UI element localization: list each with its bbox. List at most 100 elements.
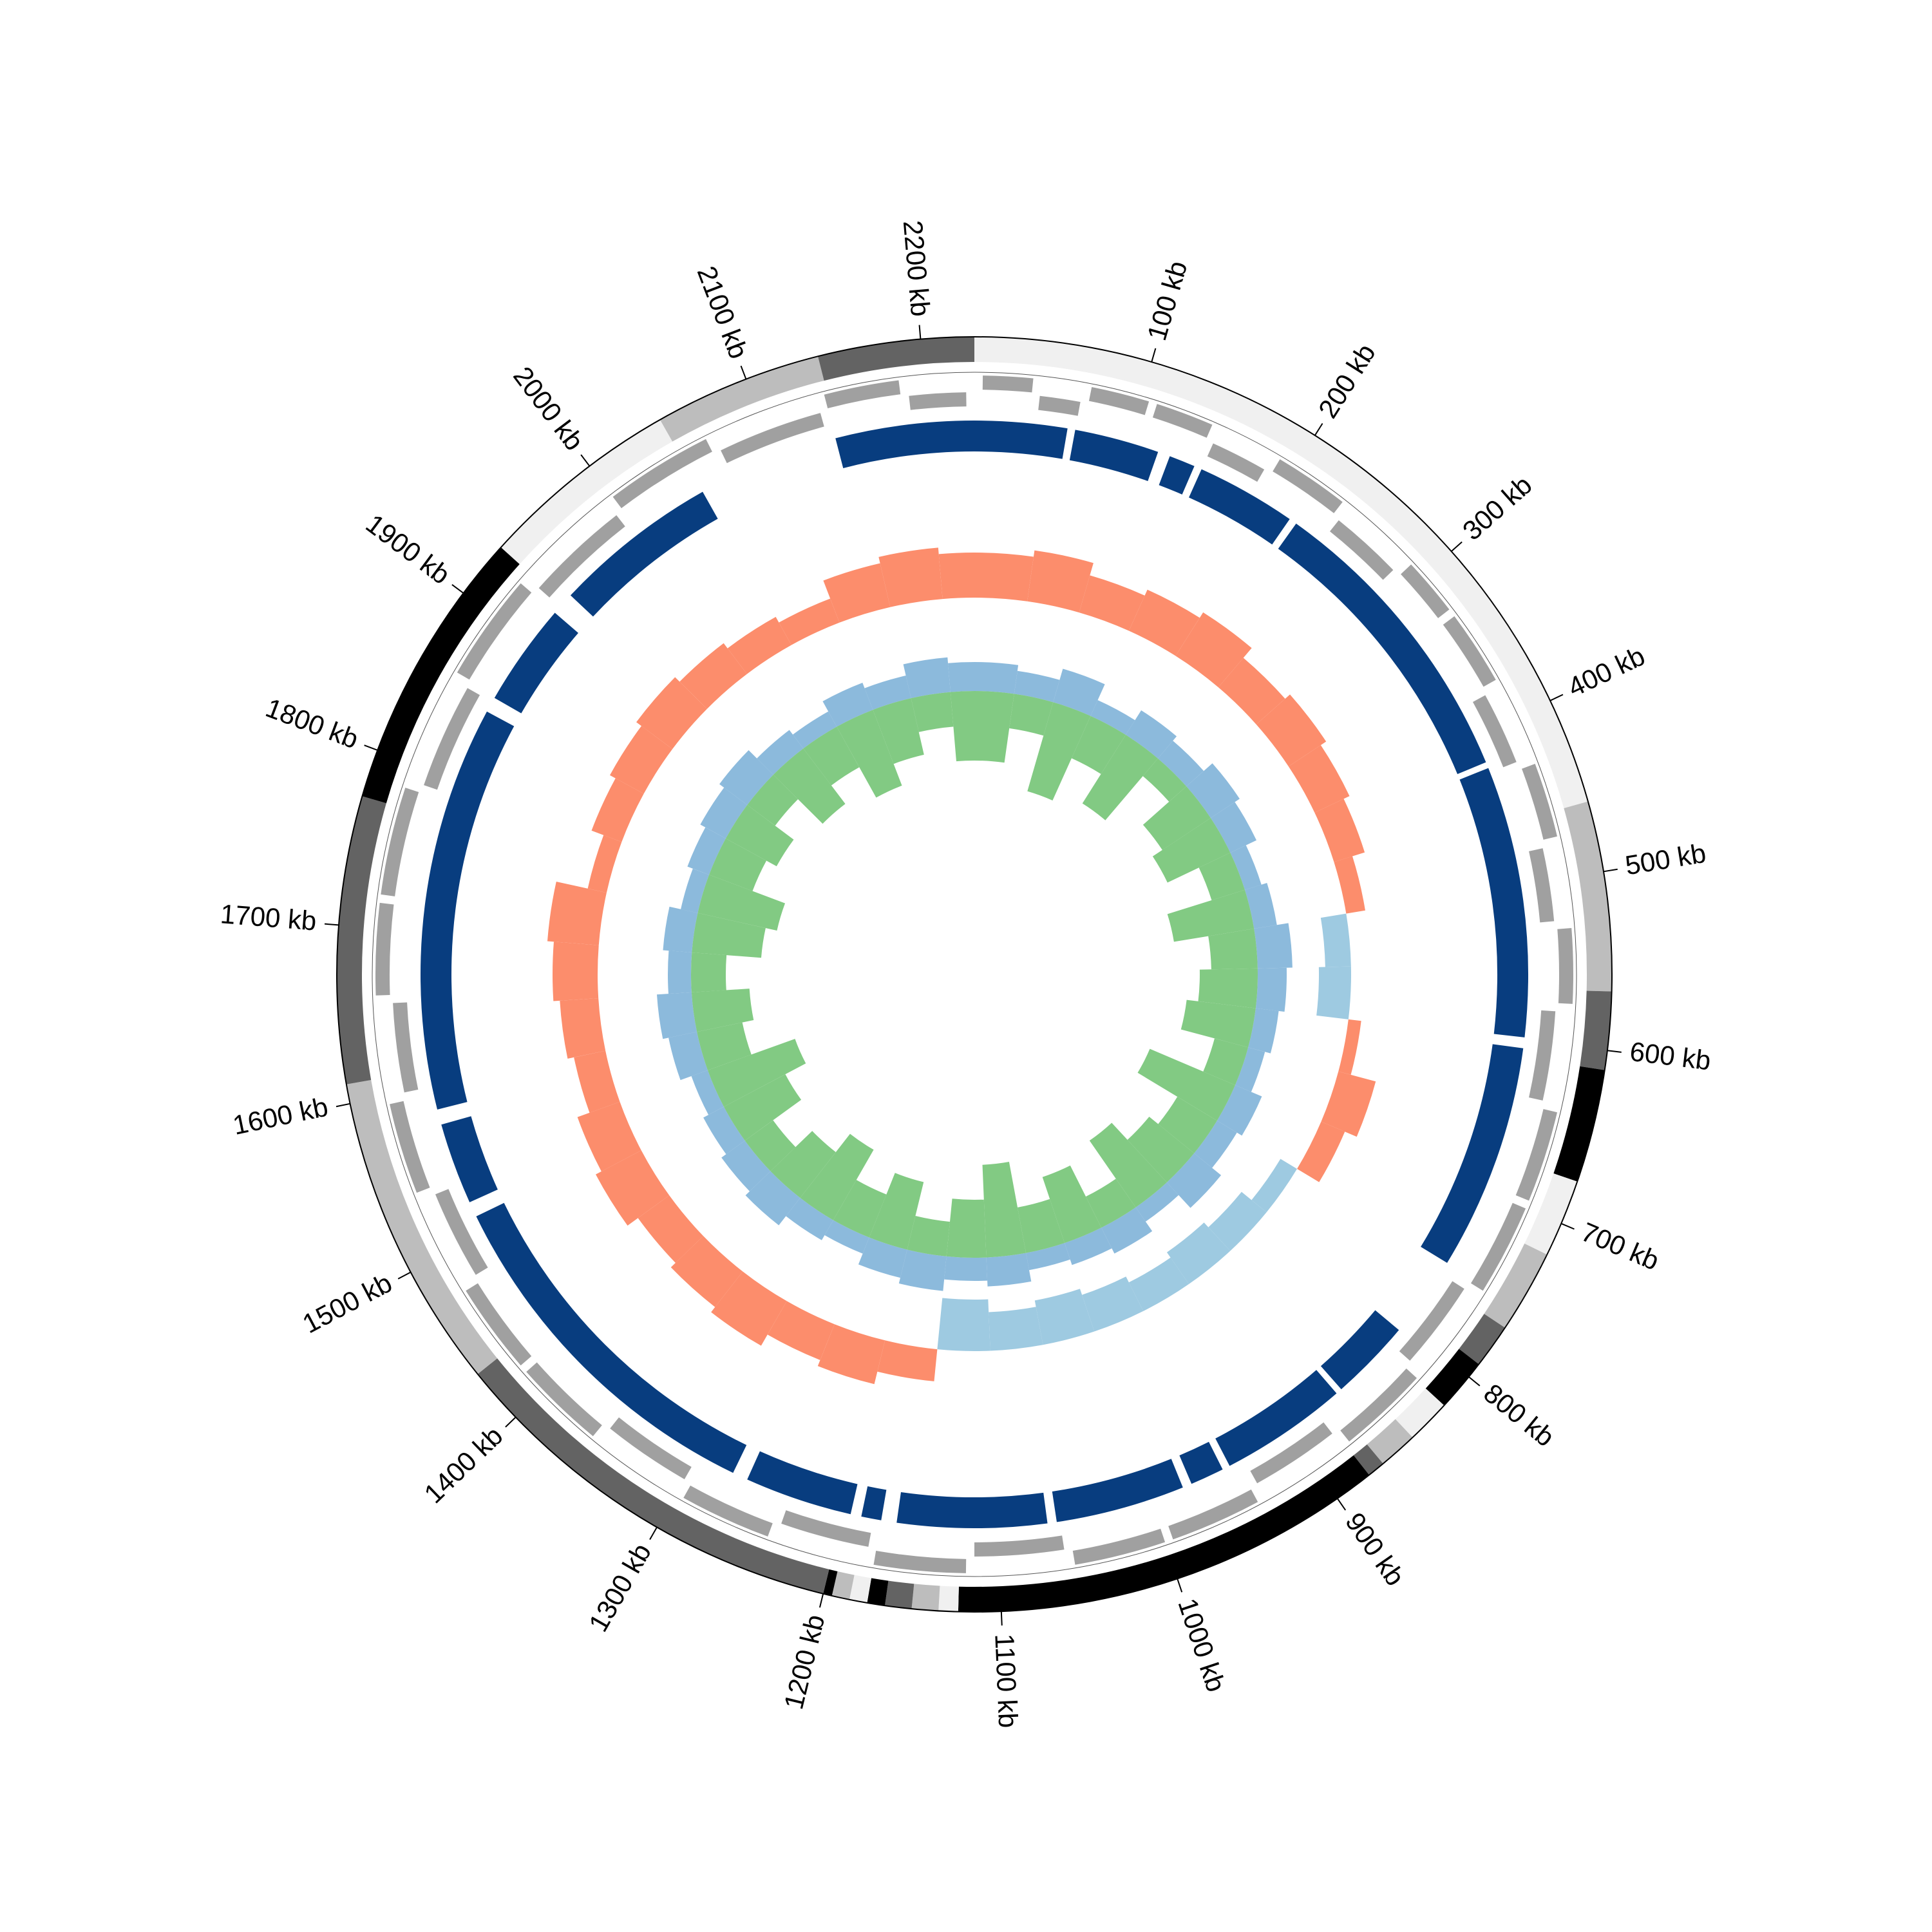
alignment-block <box>1052 1459 1183 1522</box>
gc-skew-bar <box>1248 1008 1279 1054</box>
gc-content-bar <box>767 1301 835 1360</box>
tick-label: 900 kb <box>1340 1507 1410 1591</box>
gc-content-bar <box>877 1340 938 1381</box>
gene <box>435 1189 488 1275</box>
gc-content-bar <box>587 835 622 893</box>
tick-label: 2100 kb <box>692 262 754 363</box>
gc-content-bar <box>574 1050 620 1113</box>
gc-skew-bar <box>692 913 766 958</box>
gene <box>610 1417 692 1479</box>
tick-label: 1000 kb <box>1172 1595 1231 1696</box>
gc-skew-bar <box>800 1133 874 1220</box>
contig-segment <box>911 1584 940 1611</box>
gc-content-bar <box>974 553 1034 601</box>
gc-skew-bar <box>687 827 726 875</box>
alignment-block <box>1278 523 1486 774</box>
gc-content-bar <box>1297 1121 1345 1182</box>
gc-content-bar <box>1251 1159 1298 1213</box>
gc-content-bar <box>1166 1222 1231 1284</box>
gene <box>873 1551 967 1573</box>
contig-segment <box>884 1580 914 1609</box>
contig-segment <box>1564 801 1612 992</box>
gc-skew-bar <box>911 692 954 732</box>
contig-segment <box>500 419 673 564</box>
gc-skew-bar <box>1071 715 1126 774</box>
contig-segment <box>823 1569 838 1596</box>
gc-skew-bar <box>707 1039 806 1107</box>
tick-mark <box>364 744 378 751</box>
gc-skew-bar <box>1230 845 1262 890</box>
tick-label: 300 kb <box>1457 469 1538 546</box>
ring-outline <box>372 372 1577 1577</box>
contig-segment <box>1367 1419 1413 1464</box>
gc-content-bar <box>1288 745 1350 813</box>
gc-skew-bar <box>986 1253 1032 1287</box>
gene <box>1168 1489 1258 1540</box>
gene <box>381 788 419 896</box>
gc-skew-bar <box>723 1074 802 1141</box>
contig-segment <box>938 1586 959 1612</box>
gc-skew-bar <box>950 691 974 762</box>
gc-skew-bar <box>1194 1121 1237 1168</box>
gc-content-bar <box>577 1101 641 1171</box>
gc-skew-bar <box>1186 763 1240 819</box>
gene <box>526 1362 602 1437</box>
gc-skew-bar <box>822 683 873 727</box>
tick-label: 1800 kb <box>261 692 362 755</box>
gc-skew-bar <box>697 875 786 931</box>
gc-skew-bar <box>974 691 1014 763</box>
gc-skew-bar <box>1027 702 1091 801</box>
gc-skew-bar <box>1203 1038 1249 1085</box>
gc-skew-bar <box>837 710 902 798</box>
tick-label: 700 kb <box>1577 1217 1663 1276</box>
alignment-block <box>1421 1044 1524 1264</box>
gc-content-bar <box>1034 1289 1095 1345</box>
gc-skew-bar <box>974 662 1019 694</box>
contig-segment <box>1524 1173 1578 1255</box>
gc-skew-bar <box>1208 929 1258 970</box>
gc-skew-bar <box>1244 883 1277 929</box>
gc-skew-bar <box>697 1022 752 1070</box>
contig-segment <box>477 1358 829 1594</box>
contig-segment <box>337 796 386 1084</box>
gene <box>781 1510 871 1547</box>
gene <box>466 1283 532 1366</box>
gc-skew-bar <box>700 787 748 839</box>
tick-mark <box>1468 1376 1481 1387</box>
gene <box>683 1485 773 1537</box>
gene <box>375 902 394 996</box>
gc-skew-bar <box>1053 668 1105 716</box>
gene <box>1515 1109 1557 1201</box>
gc-skew-bar <box>1082 735 1158 820</box>
gc-content-bar <box>1321 1071 1376 1137</box>
alignment-block <box>1320 1310 1399 1390</box>
gc-skew-bar <box>982 1162 1027 1258</box>
gc-skew-bar <box>1135 1182 1179 1222</box>
gc-skew-bar <box>1065 1227 1112 1265</box>
contig-segment <box>958 1455 1370 1612</box>
gc-skew-bar <box>1167 889 1255 942</box>
gc-skew-bar <box>744 1120 796 1171</box>
gc-content-bar <box>591 778 644 842</box>
tick-mark <box>397 1271 412 1280</box>
gc-content-bar <box>636 677 707 750</box>
alignment-block <box>861 1486 887 1520</box>
tick-label: 1200 kb <box>778 1611 830 1712</box>
tick-label: 200 kb <box>1312 338 1381 423</box>
gc-skew-bar <box>1137 1048 1236 1121</box>
gc-skew-bar <box>721 1141 771 1191</box>
gc-content-bar <box>1320 913 1351 967</box>
gc-skew-bar <box>824 1220 869 1254</box>
gene <box>424 688 480 790</box>
contig-segment <box>1425 1349 1479 1406</box>
gc-content-bar <box>560 998 606 1059</box>
gc-skew-bar <box>1180 999 1256 1048</box>
tick-mark <box>336 1103 350 1108</box>
tick-mark <box>819 1593 824 1608</box>
tick-mark <box>1560 1222 1575 1230</box>
gc-skew-bar <box>709 838 767 891</box>
gc-content-bar <box>1338 1019 1361 1075</box>
alignment-block <box>494 612 578 714</box>
gene <box>612 439 712 509</box>
gc-content-bar <box>596 1150 670 1226</box>
